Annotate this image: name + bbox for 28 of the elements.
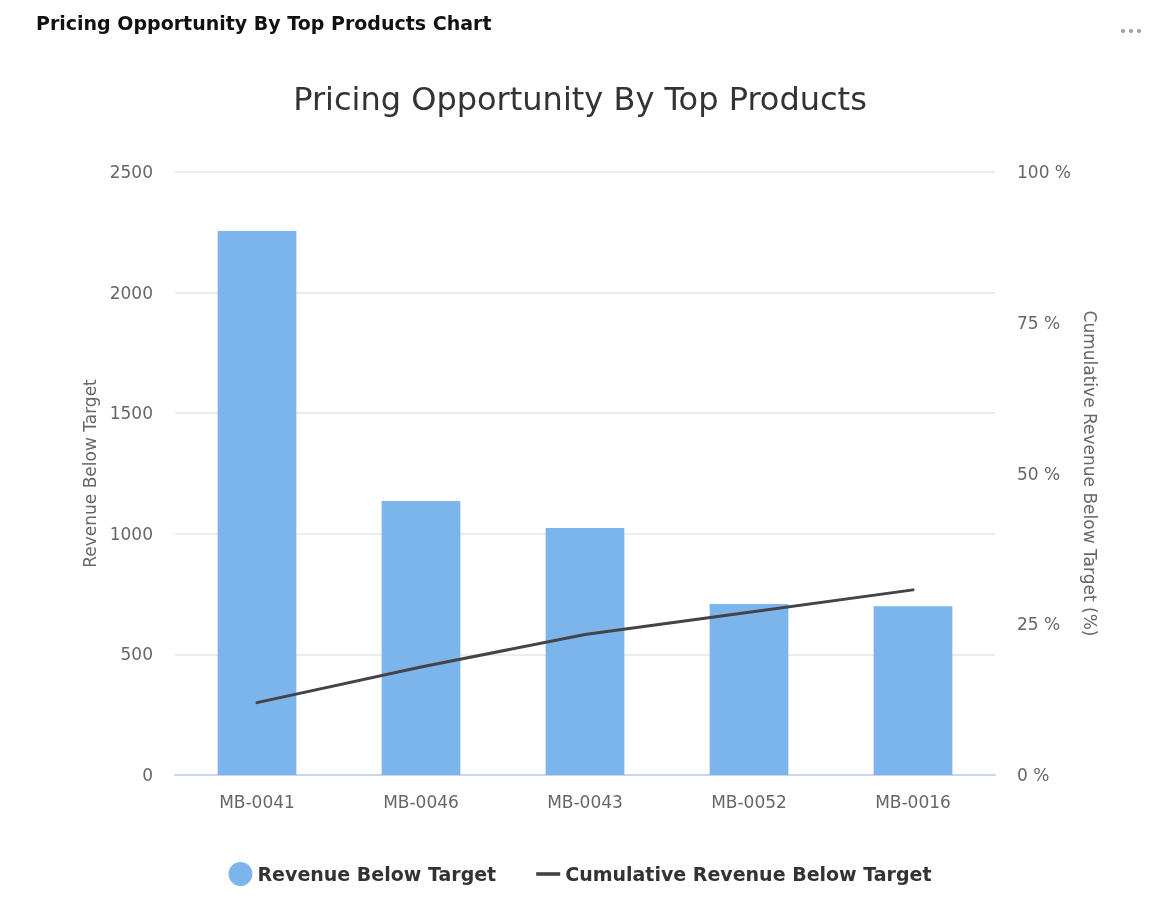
y2-axis-title: Cumulative Revenue Below Target (%) bbox=[1080, 310, 1101, 637]
y-axis-title: Revenue Below Target bbox=[80, 378, 101, 568]
y-tick-label: 1500 bbox=[109, 403, 153, 424]
legend-label: Revenue Below Target bbox=[257, 863, 497, 885]
y-tick-label: 500 bbox=[120, 644, 153, 665]
text: Pricing Opportunity By Top Products Chart bbox=[36, 12, 492, 34]
line-series bbox=[255, 588, 915, 705]
x-tick-label: MB-0041 bbox=[219, 791, 295, 812]
x-tick-label: MB-0043 bbox=[547, 791, 623, 812]
y-tick-label: 2000 bbox=[109, 282, 153, 303]
bar bbox=[545, 528, 625, 775]
bar bbox=[873, 606, 953, 775]
x-tick-label: MB-0052 bbox=[711, 791, 787, 812]
bar bbox=[217, 231, 297, 775]
chart-title: Pricing Opportunity By Top Products bbox=[293, 80, 867, 118]
y-tick-label: 2500 bbox=[109, 162, 153, 182]
bar bbox=[381, 501, 461, 775]
x-tick-label: MB-0046 bbox=[383, 791, 459, 812]
y2-tick-label: 75 % bbox=[1017, 312, 1061, 333]
y-tick-label: 1000 bbox=[109, 523, 153, 544]
legend-label: Cumulative Revenue Below Target bbox=[565, 863, 932, 885]
y2-tick-label: 25 % bbox=[1017, 614, 1061, 635]
y-tick-label: 0 bbox=[142, 765, 153, 785]
bar bbox=[709, 603, 789, 775]
y2-tick-label: 50 % bbox=[1017, 463, 1061, 484]
y2-tick-label: 100 % bbox=[1017, 162, 1072, 182]
y2-tick-label: 0 % bbox=[1017, 765, 1050, 785]
x-tick-label: MB-0016 bbox=[875, 791, 951, 812]
